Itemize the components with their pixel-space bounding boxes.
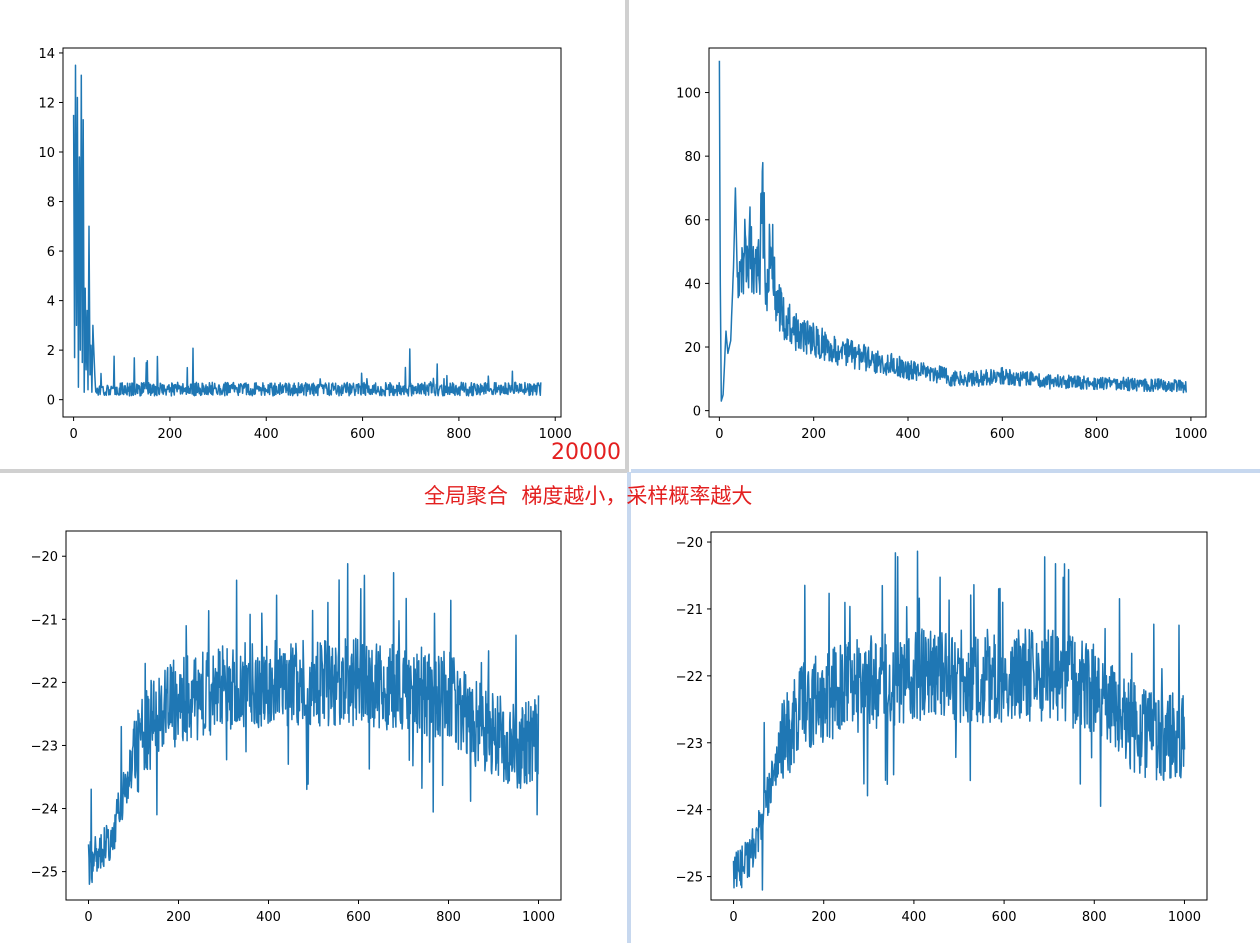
y-tick-label: 40 bbox=[684, 277, 701, 292]
x-tick-label: 200 bbox=[166, 910, 191, 925]
x-tick-label: 200 bbox=[801, 427, 826, 442]
y-tick-label: 12 bbox=[38, 96, 55, 111]
x-tick-label: 200 bbox=[811, 910, 836, 925]
y-tick-label: 80 bbox=[684, 150, 701, 165]
series-line bbox=[87, 563, 540, 885]
y-tick-label: −22 bbox=[31, 676, 58, 691]
axes-frame bbox=[710, 531, 1208, 901]
series-line bbox=[72, 64, 542, 397]
y-tick-label: −23 bbox=[676, 737, 703, 752]
y-tick-label: −20 bbox=[676, 536, 703, 551]
y-tick-label: 6 bbox=[47, 245, 55, 260]
x-tick-label: 1000 bbox=[522, 910, 555, 925]
x-tick-label: 400 bbox=[901, 910, 926, 925]
y-tick-label: 0 bbox=[47, 394, 55, 409]
series-line bbox=[718, 60, 1187, 402]
x-tick-label: 600 bbox=[346, 910, 371, 925]
x-tick-label: 1000 bbox=[1168, 910, 1201, 925]
x-tick-label: 400 bbox=[256, 910, 281, 925]
x-tick-label: 200 bbox=[158, 427, 183, 442]
x-tick-label: 0 bbox=[729, 910, 737, 925]
y-tick-label: 20 bbox=[684, 341, 701, 356]
x-tick-label: 800 bbox=[446, 427, 471, 442]
axes-frame bbox=[65, 530, 562, 901]
vertical-divider-bottom bbox=[627, 472, 631, 943]
caption-number: 20000 bbox=[551, 440, 621, 465]
horizontal-divider-right bbox=[631, 469, 1260, 473]
y-tick-label: −22 bbox=[676, 670, 703, 685]
x-tick-label: 1000 bbox=[1174, 427, 1207, 442]
y-tick-label: −24 bbox=[676, 804, 703, 819]
y-tick-label: 100 bbox=[676, 87, 701, 102]
y-tick-label: 14 bbox=[38, 47, 55, 62]
y-tick-label: −25 bbox=[676, 871, 703, 886]
y-tick-label: −24 bbox=[31, 803, 58, 818]
y-tick-label: 60 bbox=[684, 214, 701, 229]
x-tick-label: 0 bbox=[84, 910, 92, 925]
x-tick-label: 1000 bbox=[539, 427, 572, 442]
x-tick-label: 600 bbox=[350, 427, 375, 442]
axes-frame bbox=[708, 47, 1207, 418]
x-tick-label: 0 bbox=[69, 427, 77, 442]
axes-frame bbox=[62, 47, 562, 418]
x-tick-label: 0 bbox=[715, 427, 723, 442]
vertical-divider-top bbox=[625, 0, 629, 472]
x-tick-label: 400 bbox=[254, 427, 279, 442]
y-tick-label: −21 bbox=[676, 603, 703, 618]
horizontal-divider-left bbox=[0, 469, 627, 473]
y-tick-label: 2 bbox=[47, 344, 55, 359]
y-tick-label: 4 bbox=[47, 295, 55, 310]
y-tick-label: −23 bbox=[31, 739, 58, 754]
x-tick-label: 800 bbox=[1084, 427, 1109, 442]
x-tick-label: 400 bbox=[896, 427, 921, 442]
caption-text: 全局聚合 梯度越小，采样概率越大 bbox=[424, 484, 753, 508]
x-tick-label: 800 bbox=[436, 910, 461, 925]
y-tick-label: 10 bbox=[38, 146, 55, 161]
series-line bbox=[732, 550, 1186, 891]
y-tick-label: −25 bbox=[31, 866, 58, 881]
y-tick-label: 0 bbox=[693, 405, 701, 420]
y-tick-label: −21 bbox=[31, 613, 58, 628]
x-tick-label: 600 bbox=[992, 910, 1017, 925]
x-tick-label: 600 bbox=[990, 427, 1015, 442]
y-tick-label: 8 bbox=[47, 196, 55, 211]
x-tick-label: 800 bbox=[1082, 910, 1107, 925]
y-tick-label: −20 bbox=[31, 550, 58, 565]
